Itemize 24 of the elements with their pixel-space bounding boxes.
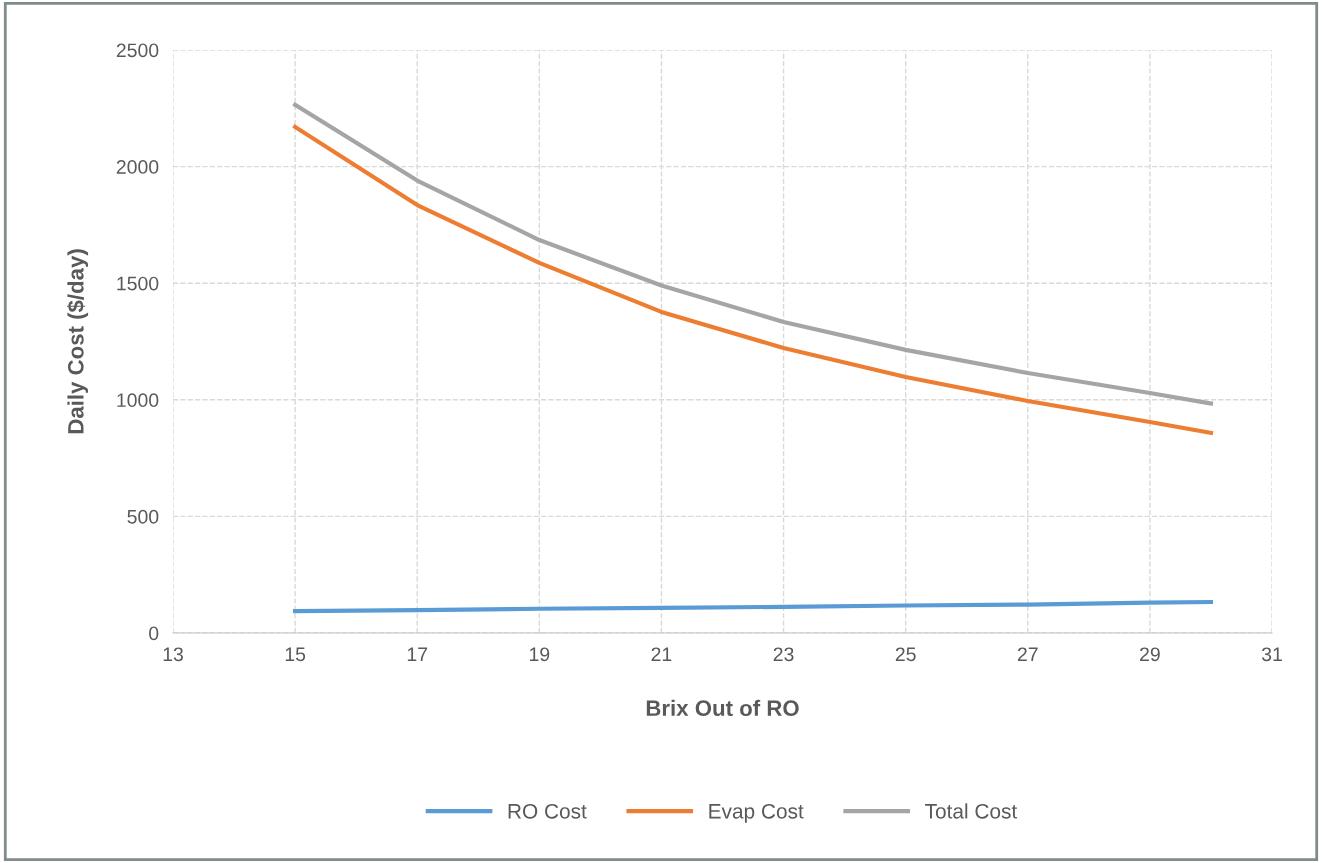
y-tick-label: 500 bbox=[127, 509, 159, 524]
legend-label: Total Cost bbox=[925, 803, 1018, 819]
x-tick-label: 13 bbox=[163, 647, 183, 662]
x-tick-label: 27 bbox=[1017, 647, 1038, 661]
x-tick-label: 23 bbox=[773, 647, 794, 662]
y-tick-label: 1000 bbox=[117, 393, 159, 408]
x-tick-label: 19 bbox=[530, 647, 550, 662]
x-tick-label: 15 bbox=[285, 647, 306, 662]
legend-label: RO Cost bbox=[508, 803, 587, 819]
y-tick-label: 2000 bbox=[116, 160, 159, 174]
x-tick-label: 29 bbox=[1140, 647, 1160, 662]
y-tick-label: 2500 bbox=[116, 43, 159, 58]
y-tick-label: 0 bbox=[149, 626, 159, 641]
legend-label: Evap Cost bbox=[709, 803, 804, 823]
y-axis-title: Daily Cost ($/day) bbox=[66, 249, 89, 434]
line-series bbox=[293, 599, 1214, 614]
x-tick-label: 17 bbox=[407, 647, 428, 661]
x-axis-title: Brix Out of RO bbox=[646, 699, 799, 717]
y-tick-label: 1500 bbox=[117, 276, 159, 291]
x-tick-label: 21 bbox=[651, 647, 672, 661]
x-tick-label: 31 bbox=[1261, 647, 1282, 662]
x-tick-label: 25 bbox=[895, 647, 916, 662]
line-series bbox=[293, 124, 1214, 435]
line-series bbox=[293, 102, 1214, 406]
